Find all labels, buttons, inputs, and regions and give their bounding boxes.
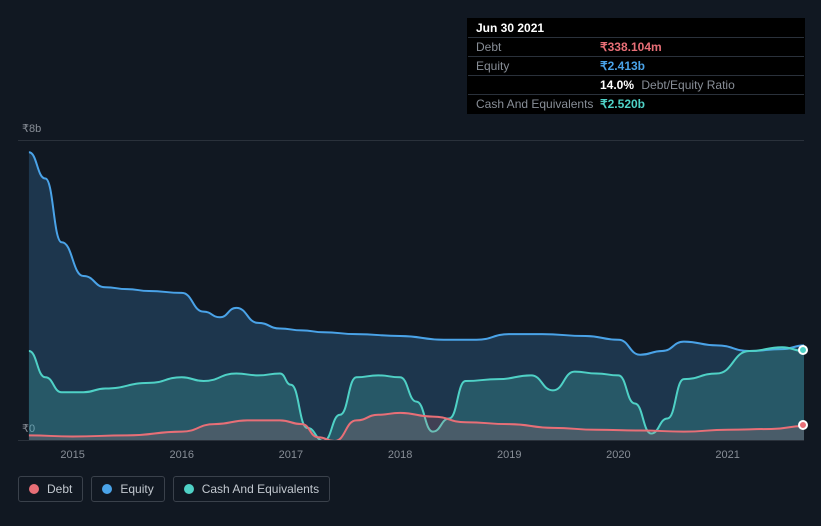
yaxis-top-label: ₹8b	[22, 122, 41, 135]
tooltip-value-equity: ₹2.413b	[600, 59, 645, 73]
tooltip-date: Jun 30 2021	[476, 21, 544, 35]
legend-label-cash: Cash And Equivalents	[202, 482, 319, 496]
legend-swatch-debt	[29, 484, 39, 494]
legend-item-debt[interactable]: Debt	[18, 476, 83, 502]
tooltip-box: Jun 30 2021 Debt ₹338.104m Equity ₹2.413…	[467, 18, 805, 114]
tooltip-row-ratio: 14.0% Debt/Equity Ratio	[468, 76, 804, 95]
xaxis-tick: 2019	[497, 449, 521, 461]
tooltip-label-cash: Cash And Equivalents	[476, 97, 600, 111]
tooltip-row-equity: Equity ₹2.413b	[468, 57, 804, 76]
tooltip-value-ratio: 14.0%	[600, 78, 634, 92]
tooltip-value-cash: ₹2.520b	[600, 97, 645, 111]
legend-label-debt: Debt	[47, 482, 72, 496]
xaxis: 2015 2016 2017 2018 2019 2020 2021	[18, 440, 804, 464]
xaxis-tick: 2021	[715, 449, 739, 461]
chart-svg	[18, 141, 804, 441]
xaxis-tick: 2018	[388, 449, 412, 461]
legend-item-equity[interactable]: Equity	[91, 476, 164, 502]
marker-cash-end	[798, 345, 808, 355]
tooltip-label-equity: Equity	[476, 59, 600, 73]
legend-label-equity: Equity	[120, 482, 153, 496]
xaxis-tick: 2017	[279, 449, 303, 461]
marker-debt-end	[798, 420, 808, 430]
tooltip-label-debt: Debt	[476, 40, 600, 54]
xaxis-tick: 2016	[170, 449, 194, 461]
tooltip-row-cash: Cash And Equivalents ₹2.520b	[468, 95, 804, 113]
tooltip-ratio-suffix: Debt/Equity Ratio	[641, 78, 734, 92]
legend-item-cash[interactable]: Cash And Equivalents	[173, 476, 330, 502]
legend-swatch-cash	[184, 484, 194, 494]
legend-swatch-equity	[102, 484, 112, 494]
legend: Debt Equity Cash And Equivalents	[18, 476, 330, 502]
xaxis-tick: 2015	[60, 449, 84, 461]
xaxis-tick: 2020	[606, 449, 630, 461]
tooltip-row-debt: Debt ₹338.104m	[468, 38, 804, 57]
tooltip-value-debt: ₹338.104m	[600, 40, 662, 54]
chart-area[interactable]	[18, 140, 804, 440]
